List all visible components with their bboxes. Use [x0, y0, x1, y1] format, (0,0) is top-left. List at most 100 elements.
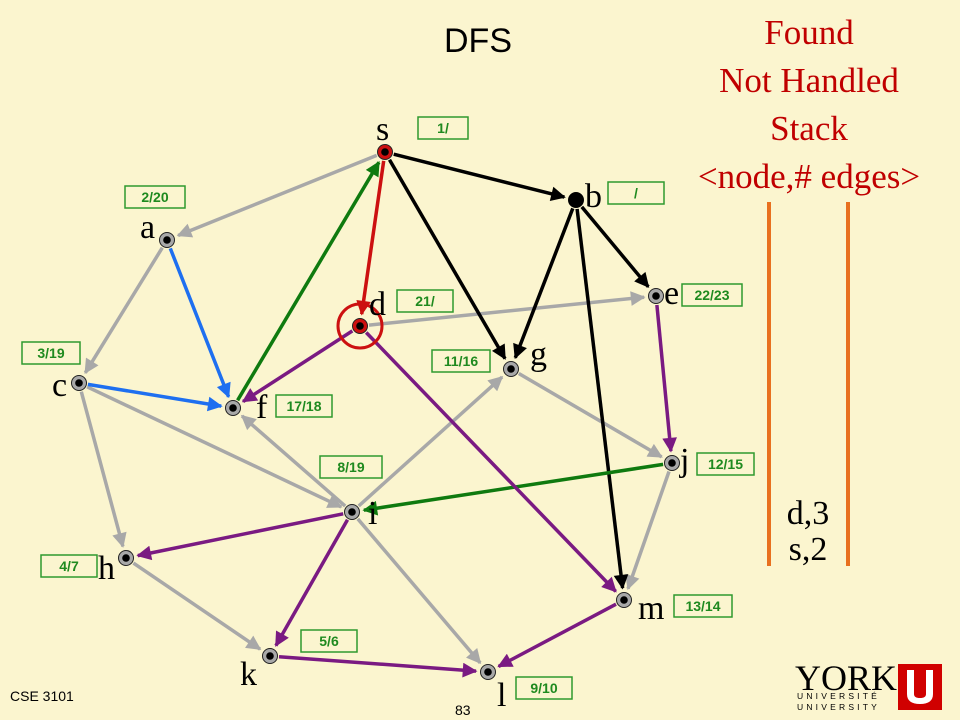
node-m [616, 592, 632, 608]
graph-edges [79, 152, 677, 678]
stack: d,3 s,2 [767, 202, 850, 568]
edge-d-m [364, 331, 617, 593]
time-label-s: 1/ [417, 116, 469, 140]
edge-i-k [274, 518, 350, 647]
edge-g-j [517, 371, 663, 459]
svg-text:4/7: 4/7 [59, 558, 79, 574]
page-number: 83 [455, 702, 471, 718]
node-label-j: j [679, 442, 689, 479]
time-label-j: 12/15 [696, 452, 755, 476]
edge-b-e [580, 205, 650, 288]
time-label-e: 22/23 [681, 283, 743, 307]
edge-j-m [625, 470, 671, 591]
legend: Found Not Handled Stack <node,# edges> [698, 13, 920, 196]
node-f [225, 400, 241, 416]
node-label-c: c [52, 367, 67, 404]
node-label-e: e [664, 275, 679, 312]
svg-text:8/19: 8/19 [337, 459, 364, 475]
svg-text:13/14: 13/14 [685, 598, 720, 614]
node-label-l: l [497, 677, 506, 714]
edge-i-g [357, 375, 504, 508]
time-labels: 1/2/20 / 3/19 21/22/23 17/18 11/16 4/7 8/19 12/1… [21, 116, 755, 700]
node-k [262, 648, 278, 664]
york-logo-universite: UNIVERSITÉ [797, 691, 880, 701]
svg-text:22/23: 22/23 [694, 287, 729, 303]
stack-entry-0: d,3 [787, 495, 830, 532]
node-i [344, 504, 360, 520]
svg-text:5/6: 5/6 [319, 633, 339, 649]
svg-text:17/18: 17/18 [286, 398, 321, 414]
legend-stack: Stack [770, 109, 848, 148]
edge-b-g [513, 207, 575, 360]
svg-text:21/: 21/ [415, 293, 435, 309]
svg-text:12/15: 12/15 [708, 456, 743, 472]
current-node-highlight-ring [336, 302, 384, 350]
edge-c-h [79, 391, 127, 548]
edge-b-m [575, 208, 629, 590]
york-logo-university: UNIVERSITY [797, 702, 880, 712]
edge-h-k [132, 561, 262, 651]
node-label-b: b [585, 178, 602, 215]
node-label-h: h [98, 550, 115, 587]
node-label-a: a [140, 209, 155, 246]
node-label-k: k [240, 656, 257, 693]
edge-c-i [86, 385, 343, 509]
node-s [377, 144, 393, 160]
svg-text:11/16: 11/16 [444, 353, 478, 369]
node-l [480, 664, 496, 680]
time-label-k: 5/6 [300, 629, 358, 653]
edge-a-c [83, 246, 164, 375]
edge-s-b [393, 152, 566, 202]
edge-m-l [497, 602, 617, 668]
legend-node-edges: <node,# edges> [698, 157, 920, 196]
edge-i-h [136, 512, 344, 561]
node-g [503, 361, 519, 377]
legend-not-handled: Not Handled [719, 61, 899, 100]
edge-s-g [387, 158, 507, 360]
time-label-m: 13/14 [673, 594, 733, 618]
node-label-f: f [256, 389, 268, 426]
node-c [71, 375, 87, 391]
node-label-g: g [530, 336, 547, 373]
edge-d-e [368, 291, 646, 327]
stack-entry-1: s,2 [789, 531, 828, 568]
svg-text:/: / [634, 185, 638, 201]
york-u-emblem [898, 664, 942, 710]
node-h [118, 550, 134, 566]
edge-i-l [356, 517, 482, 665]
edge-i-f [240, 414, 347, 508]
svg-text:9/10: 9/10 [530, 680, 557, 696]
node-label-i: i [368, 495, 377, 532]
slide-title: DFS [444, 22, 512, 60]
edge-e-j [655, 304, 677, 453]
time-label-c: 3/19 [21, 341, 81, 365]
time-label-h: 4/7 [40, 554, 98, 578]
svg-text:3/19: 3/19 [37, 345, 64, 361]
edge-a-f [168, 247, 231, 399]
edge-c-f [87, 382, 223, 412]
time-label-i: 8/19 [319, 455, 383, 479]
node-label-m: m [638, 590, 664, 627]
time-label-f: 17/18 [275, 394, 333, 418]
node-a [159, 232, 175, 248]
node-b [568, 192, 584, 208]
node-label-d: d [369, 286, 386, 323]
course-code: CSE 3101 [10, 688, 74, 704]
edge-s-d [356, 160, 386, 316]
edge-s-a [176, 153, 378, 238]
york-logo: YORK UNIVERSITÉ UNIVERSITY [795, 658, 942, 712]
node-label-s: s [376, 111, 389, 148]
node-e [648, 288, 664, 304]
york-logo-word: YORK [795, 658, 897, 698]
edge-k-l [278, 654, 478, 678]
time-label-l: 9/10 [515, 676, 573, 700]
legend-found: Found [764, 13, 854, 52]
node-d [352, 318, 368, 334]
time-label-d: 21/ [396, 289, 454, 313]
edge-f-s [236, 161, 381, 402]
time-label-g: 11/16 [431, 349, 491, 373]
node-j [664, 455, 680, 471]
edge-d-f [241, 329, 354, 403]
svg-text:1/: 1/ [437, 120, 449, 136]
svg-text:2/20: 2/20 [141, 189, 168, 205]
